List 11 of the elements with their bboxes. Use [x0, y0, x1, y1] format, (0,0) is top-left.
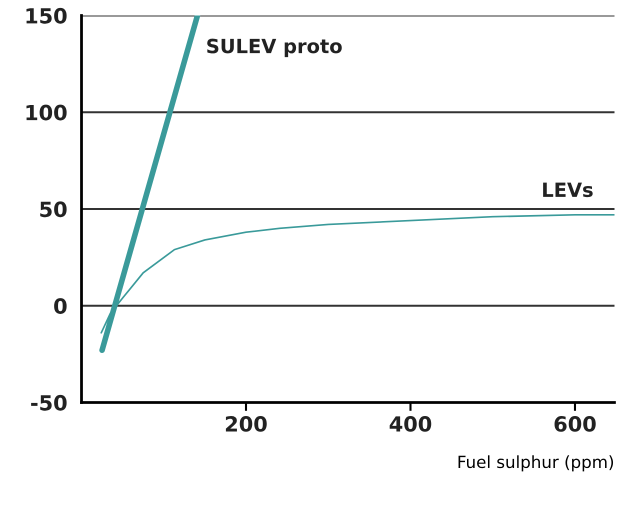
- x-axis-title: Fuel sulphur (ppm): [458, 455, 614, 472]
- y-tick-label: -50: [31, 394, 67, 411]
- series-label: SULEV proto: [207, 38, 342, 58]
- y-tick-label: 0: [54, 298, 67, 314]
- series-label: LEVs: [543, 182, 593, 198]
- y-tick-label: 50: [40, 201, 67, 218]
- y-tick-label: 100: [26, 104, 67, 120]
- x-tick-label: 600: [554, 416, 596, 432]
- y-tick-label: 150: [26, 8, 67, 24]
- x-tick-label: 400: [390, 416, 432, 432]
- x-tick-label: 200: [226, 416, 267, 432]
